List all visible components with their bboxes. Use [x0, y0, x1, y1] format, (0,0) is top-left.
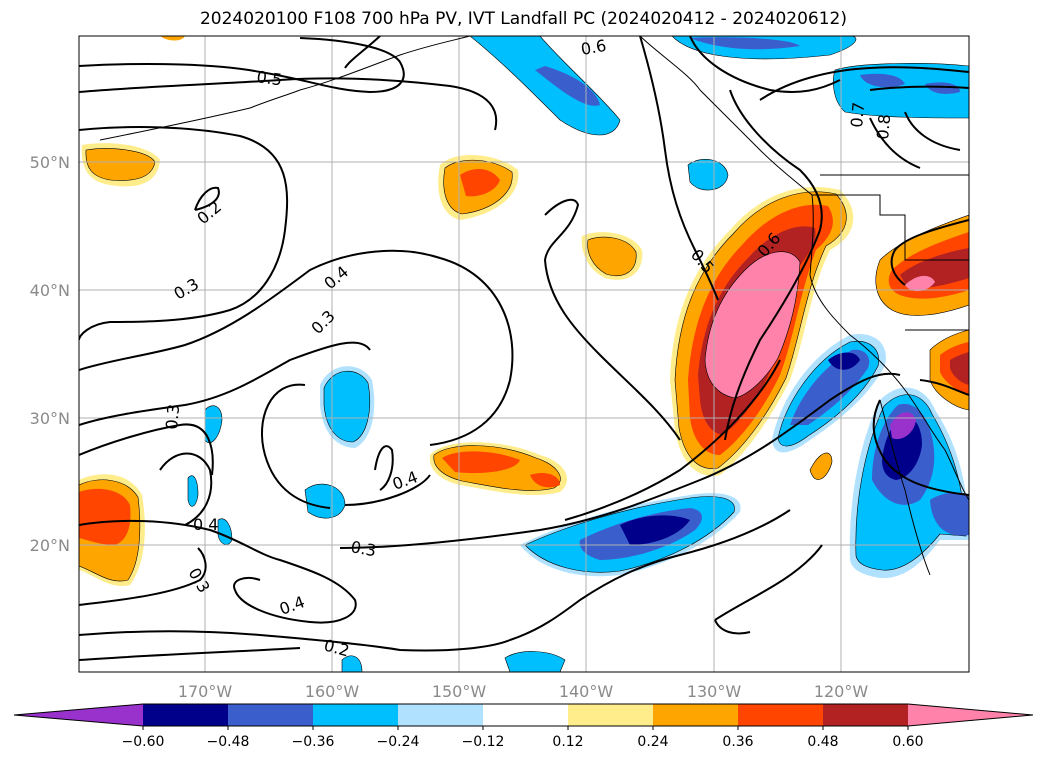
colorbar-swatch	[568, 704, 653, 726]
colorbar-swatch	[653, 704, 738, 726]
colorbar: −0.60 −0.48 −0.36 −0.24 −0.12 0.12 0.24 0.36 0.4…	[13, 703, 1034, 750]
colorbar-tick-label: −0.24	[377, 734, 420, 750]
lat-tick-label: 30°N	[30, 409, 70, 428]
colorbar-swatch	[398, 704, 483, 726]
colorbar-tick-label: −0.48	[207, 734, 250, 750]
contour-label: 0.7	[847, 101, 868, 128]
colorbar-tick-label: −0.12	[462, 734, 505, 750]
lon-tick-label: 120°W	[814, 682, 869, 701]
pv-contours	[79, 36, 969, 661]
colorbar-tick-label: 0.60	[892, 734, 923, 750]
contour-label: 0.3	[171, 274, 203, 303]
longitude-tick-labels: 170°W 160°W 150°W 140°W 130°W 120°W	[178, 682, 869, 701]
latitude-tick-labels: 50°N 40°N 30°N 20°N	[30, 153, 70, 555]
lon-tick-label: 130°W	[687, 682, 742, 701]
lat-tick-label: 50°N	[30, 153, 70, 172]
lat-tick-label: 20°N	[30, 536, 70, 555]
map-frame	[78, 35, 970, 673]
contour-label: 0.8	[873, 113, 894, 140]
lon-tick-label: 170°W	[178, 682, 233, 701]
contour-label: 0.4	[193, 515, 218, 534]
colorbar-tick-label: 0.36	[722, 734, 753, 750]
lon-tick-label: 140°W	[559, 682, 614, 701]
colorbar-tick-label: 0.24	[637, 734, 668, 750]
lon-tick-label: 160°W	[305, 682, 360, 701]
colorbar-tick-label: −0.36	[292, 734, 335, 750]
colorbar-swatch	[483, 704, 568, 726]
colorbar-tick-label: 0.48	[807, 734, 838, 750]
colorbar-tick-label: −0.60	[122, 734, 165, 750]
colorbar-swatch	[143, 704, 228, 726]
contour-label: 0.2	[322, 636, 352, 661]
contour-label: 0.3	[307, 306, 338, 337]
map-title: 2024020100 F108 700 hPa PV, IVT Landfall…	[199, 9, 847, 29]
lon-tick-label: 150°W	[432, 682, 487, 701]
colorbar-extend-max	[908, 704, 1033, 726]
lat-tick-label: 40°N	[30, 281, 70, 300]
contour-label: 0.6	[579, 36, 607, 59]
contour-label: 0.4	[390, 467, 420, 494]
colorbar-swatch	[738, 704, 823, 726]
colorbar-swatch	[823, 704, 908, 726]
colorbar-swatch	[228, 704, 313, 726]
coastlines	[99, 36, 969, 576]
colorbar-extend-min	[14, 704, 143, 726]
contour-label: 0.3	[349, 537, 377, 560]
contour-label: 0.3	[185, 565, 214, 597]
contour-label: 0.3	[162, 403, 183, 430]
contour-label: 0.5	[255, 67, 283, 89]
colorbar-swatch	[313, 704, 398, 726]
colorbar-tick-label: 0.12	[552, 734, 583, 750]
contour-label: 0.4	[320, 262, 352, 293]
contour-label: 0.4	[277, 592, 307, 619]
